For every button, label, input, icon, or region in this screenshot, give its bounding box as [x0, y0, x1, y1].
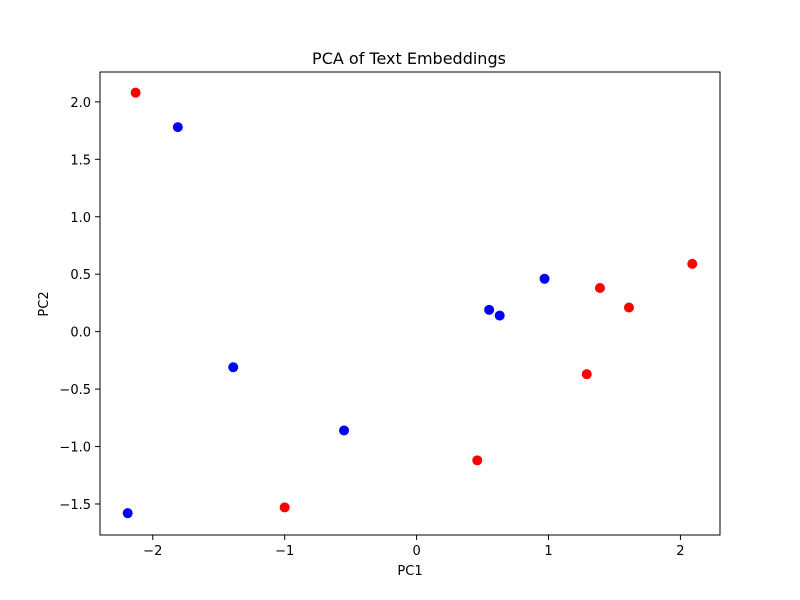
x-tick-label: −1: [275, 544, 294, 559]
x-tick-label: −2: [143, 544, 162, 559]
scatter-point-blue: [172, 122, 183, 133]
y-tick-label: 0.5: [70, 268, 91, 283]
y-tick-label: 1.5: [70, 153, 91, 168]
plot-frame: [99, 71, 721, 536]
scatter-point-red: [279, 502, 290, 513]
y-tick-label: 1.0: [70, 211, 91, 226]
y-tick-label: −0.5: [59, 383, 91, 398]
y-axis-ticks: −1.5 −1.0 −0.5 0.0 0.5 1.0 1.5 2.0: [59, 96, 100, 513]
scatter-point-blue: [494, 310, 505, 321]
y-axis-label: PC2: [37, 291, 52, 316]
scatter-points: [122, 87, 698, 519]
y-tick-label: −1.0: [59, 441, 91, 456]
scatter-point-red: [687, 258, 698, 269]
x-tick-label: 1: [544, 544, 552, 559]
scatter-point-blue: [484, 304, 495, 315]
scatter-point-blue: [122, 508, 133, 519]
scatter-point-red: [594, 282, 605, 293]
x-tick-label: 2: [676, 544, 684, 559]
chart-title: PCA of Text Embeddings: [312, 49, 506, 68]
scatter-point-red: [581, 369, 592, 380]
x-tick-label: 0: [412, 544, 420, 559]
y-tick-label: 2.0: [70, 96, 91, 111]
y-tick-label: 0.0: [70, 326, 91, 341]
scatter-point-blue: [539, 273, 550, 284]
x-axis-label: PC1: [397, 564, 422, 579]
scatter-point-red: [130, 87, 141, 98]
x-axis-ticks: −2 −1 0 1 2: [143, 535, 685, 559]
scatter-point-red: [623, 302, 634, 313]
scatter-point-blue: [228, 362, 239, 373]
scatter-point-blue: [339, 425, 350, 436]
y-tick-label: −1.5: [59, 498, 91, 513]
scatter-point-red: [472, 455, 483, 466]
